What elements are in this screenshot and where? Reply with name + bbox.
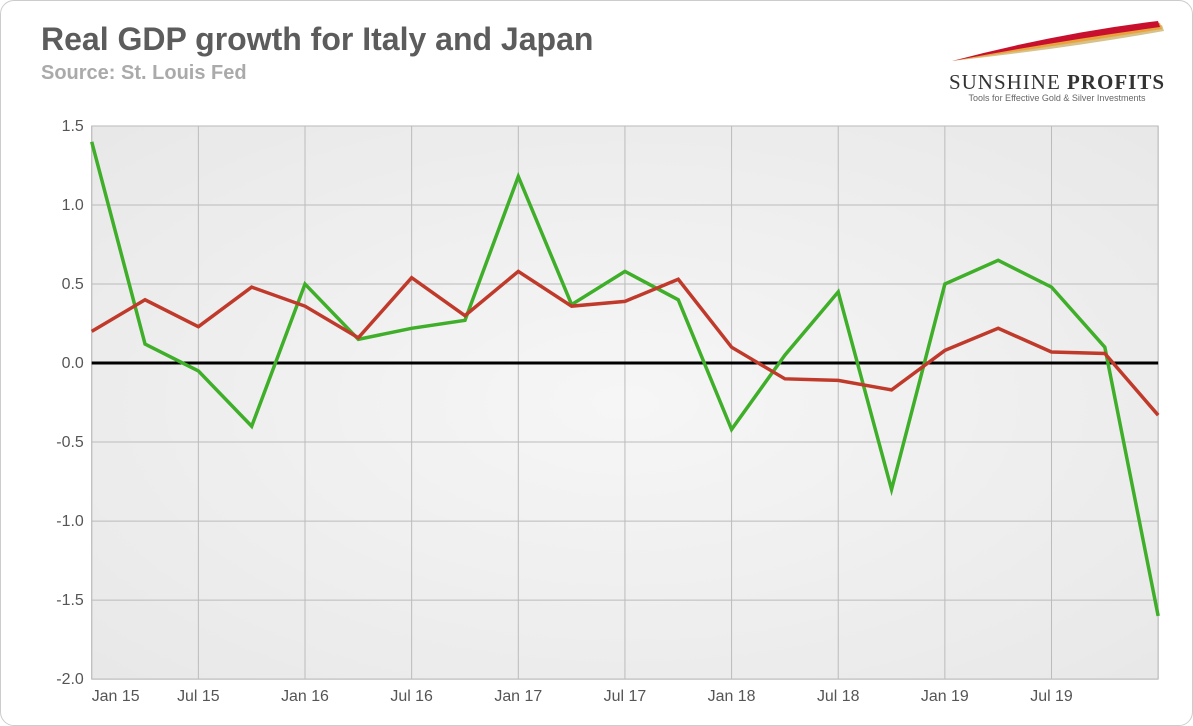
x-tick-label: Jan 16 — [281, 688, 329, 705]
y-tick-label: 0.0 — [62, 355, 84, 372]
y-tick-label: -2.0 — [56, 671, 84, 688]
y-tick-label: 1.0 — [62, 197, 84, 214]
chart-card: Real GDP growth for Italy and Japan Sour… — [0, 0, 1193, 726]
logo-tagline: Tools for Effective Gold & Silver Invest… — [942, 93, 1172, 103]
x-tick-label: Jul 17 — [604, 688, 647, 705]
logo-text: SUNSHINE PROFITS — [942, 70, 1172, 95]
x-tick-label: Jan 17 — [494, 688, 542, 705]
x-tick-label: Jan 19 — [921, 688, 969, 705]
logo-brand-bold: PROFITS — [1067, 70, 1165, 94]
y-tick-label: -0.5 — [56, 434, 84, 451]
x-tick-label: Jan 15 — [92, 688, 140, 705]
chart-area: -2.0 -1.5 -1.0 -0.5 0.0 0.5 1.0 1.5 Jan 15 Jul 15… — [41, 116, 1172, 715]
logo: SUNSHINE PROFITS Tools for Effective Gol… — [942, 21, 1172, 103]
logo-brand-main: SUNSHINE — [949, 70, 1061, 94]
x-tick-label: Jul 19 — [1030, 688, 1073, 705]
x-tick-label: Jul 18 — [817, 688, 860, 705]
line-chart: -2.0 -1.5 -1.0 -0.5 0.0 0.5 1.0 1.5 Jan 15 Jul 15… — [41, 116, 1172, 715]
y-tick-label: -1.5 — [56, 592, 84, 609]
x-tick-label: Jul 15 — [177, 688, 220, 705]
x-tick-label: Jan 18 — [708, 688, 756, 705]
y-tick-label: 0.5 — [62, 276, 84, 293]
x-tick-label: Jul 16 — [390, 688, 433, 705]
y-tick-label: 1.5 — [62, 118, 84, 135]
logo-swoosh-icon — [942, 21, 1172, 61]
y-tick-label: -1.0 — [56, 513, 84, 530]
